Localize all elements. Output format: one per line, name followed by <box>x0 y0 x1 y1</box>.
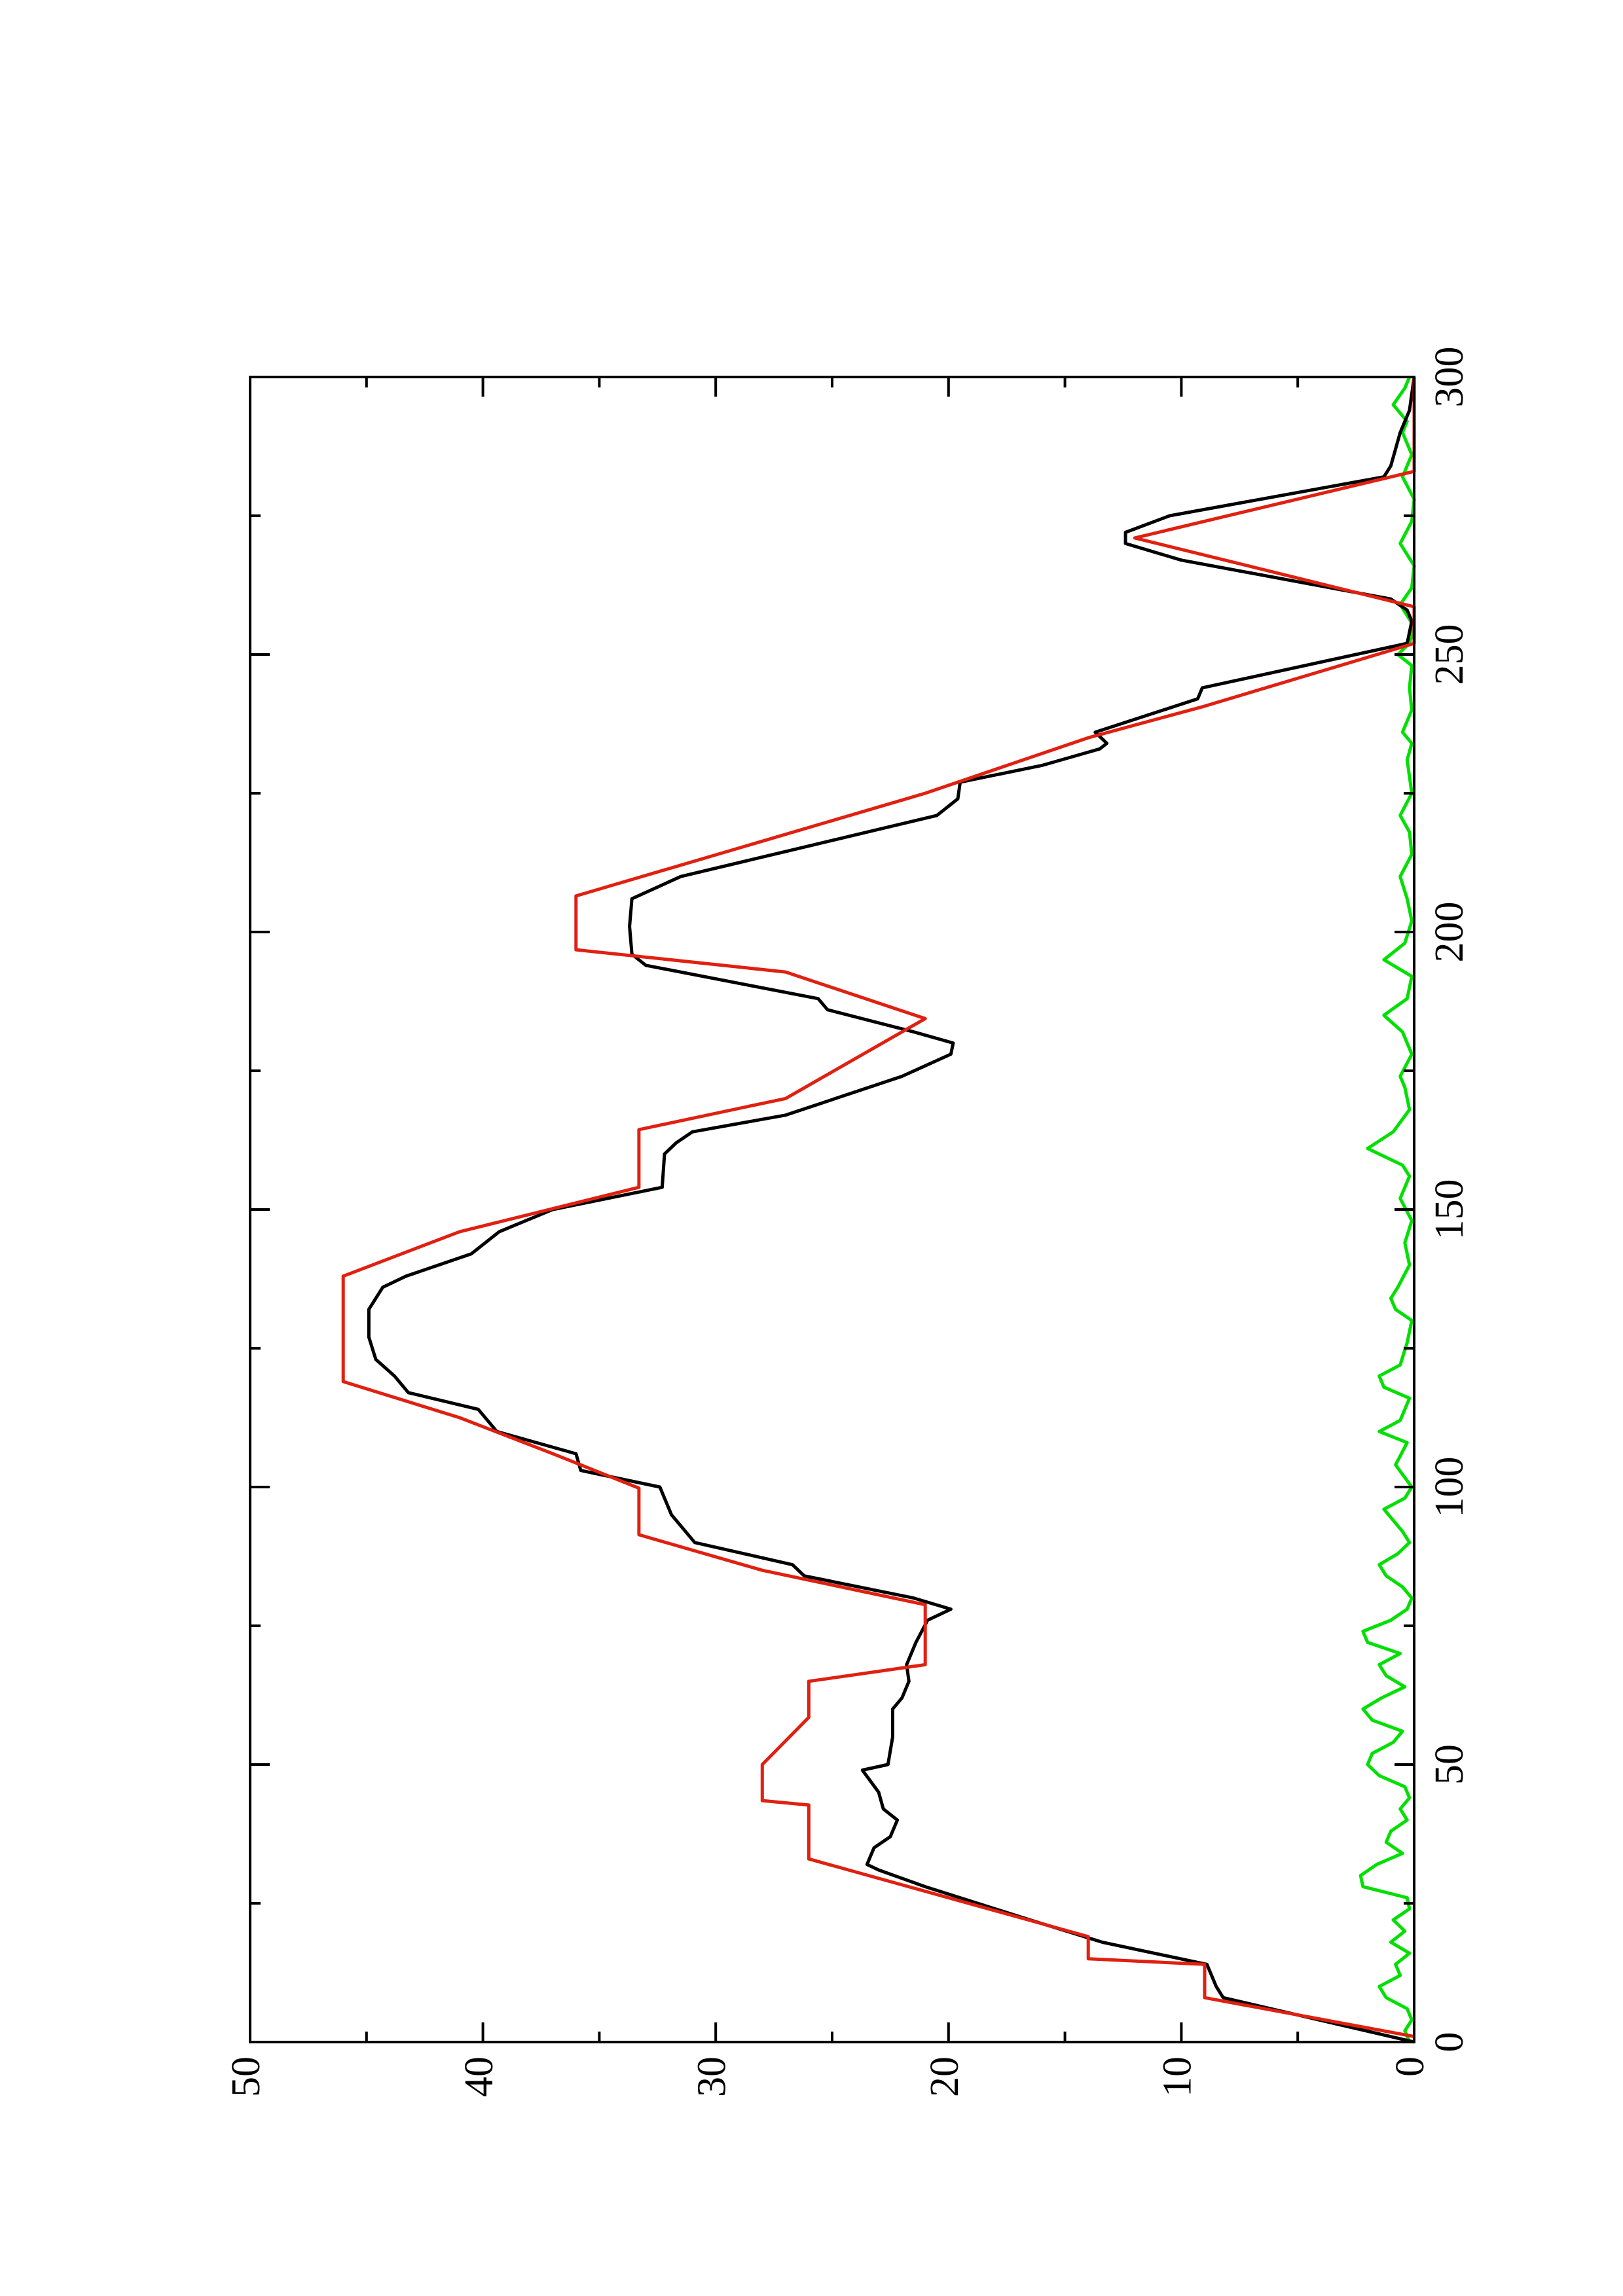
y-tick-label: 50 <box>224 2056 268 2097</box>
y-tick-label: 0 <box>1388 2056 1432 2077</box>
series-line <box>341 377 1416 2038</box>
plot-frame <box>249 376 1415 2043</box>
y-tick-label: 10 <box>1156 2056 1200 2097</box>
x-tick-label: 100 <box>1427 1457 1472 1518</box>
series-line <box>1359 376 1416 2043</box>
y-tick-label: 20 <box>922 2056 967 2097</box>
y-tick-label: 40 <box>457 2056 501 2097</box>
y-tick-label: 30 <box>689 2056 734 2097</box>
x-tick-label: 150 <box>1427 1179 1472 1240</box>
rotated-plot: 0 50 100 150 200 250 300 0 10 20 30 40 50 <box>224 347 1472 2098</box>
x-tick-label: 300 <box>1427 347 1472 408</box>
series-line <box>367 376 1416 2044</box>
x-tick-label: 0 <box>1427 2032 1472 2053</box>
x-tick-label: 250 <box>1427 624 1472 685</box>
x-tick-label: 200 <box>1427 902 1472 963</box>
x-tick-label: 50 <box>1427 1744 1472 1785</box>
